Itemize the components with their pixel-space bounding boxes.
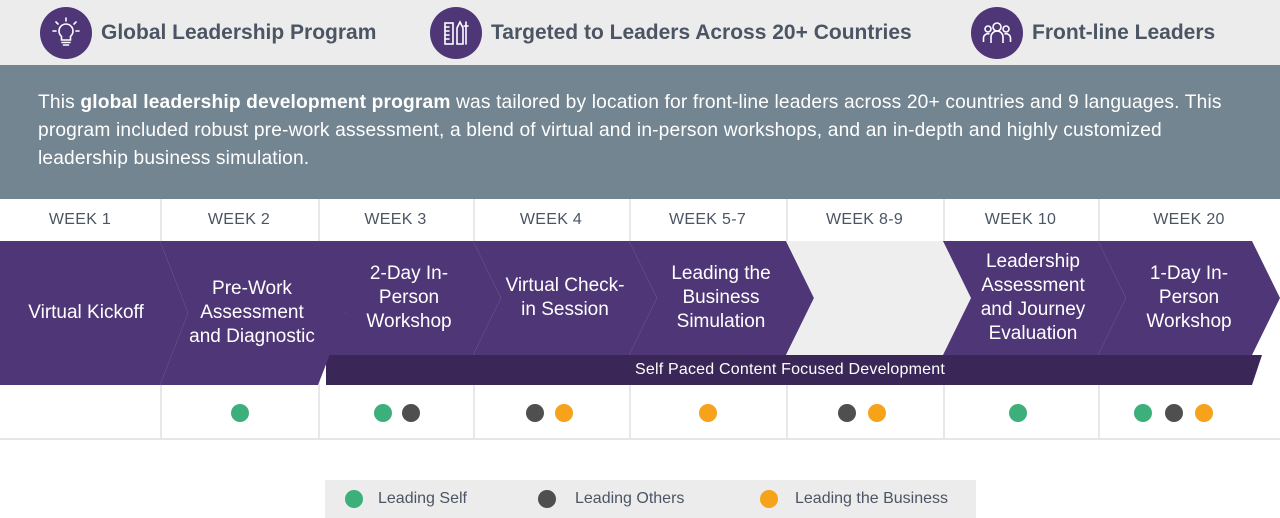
header-label-program: Global Leadership Program — [101, 20, 377, 44]
week-label: WEEK 2 — [207, 211, 271, 228]
week-label: WEEK 8-9 — [825, 211, 904, 228]
people-group-icon — [971, 6, 1023, 59]
step-label: Leadership Assessment and Journey Evalua… — [980, 251, 1086, 344]
program-description: This global leadership development progr… — [0, 65, 1280, 199]
week-label: WEEK 3 — [364, 211, 427, 228]
tools-icon — [430, 6, 482, 59]
focus-dots-row — [0, 386, 1280, 440]
leading-business-dot — [699, 404, 717, 422]
step-chevron-1 — [0, 241, 188, 385]
header-item-targeted: Targeted to Leaders Across 20+ Countries — [430, 0, 912, 65]
step-label: Virtual Kickoff — [28, 302, 144, 323]
header-label-targeted: Targeted to Leaders Across 20+ Countries — [491, 20, 912, 44]
timeline-shapes — [0, 241, 1280, 385]
self-paced-bar-shape — [326, 355, 1262, 385]
week-label: WEEK 10 — [984, 211, 1057, 228]
legend: Leading Self Leading Others Leading the … — [325, 480, 976, 518]
leading-self-dot — [1134, 404, 1152, 422]
legend-others-label: Leading Others — [575, 490, 685, 507]
step-chevron-3 — [318, 241, 501, 355]
leading-others-dot — [402, 404, 420, 422]
leading-self-dot — [1009, 404, 1027, 422]
legend-business-dot — [760, 490, 778, 508]
legend-others-dot — [538, 490, 556, 508]
leading-business-dot — [1195, 404, 1213, 422]
step-label: 2-Day In-Person Workshop — [366, 263, 452, 332]
step-chevron-8 — [1098, 241, 1280, 355]
legend-business-label: Leading the Business — [795, 490, 948, 507]
week-label: WEEK 4 — [519, 211, 583, 228]
step-chevron-2 — [160, 241, 346, 385]
week-label: WEEK 5-7 — [668, 211, 747, 228]
header-label-audience: Front-line Leaders — [1032, 20, 1216, 44]
leading-others-dot — [526, 404, 544, 422]
self-paced-bar-label: Self Paced Content Focused Development — [635, 361, 945, 378]
description-text: This global leadership development progr… — [38, 92, 1222, 169]
step-label: Pre-Work Assessment and Diagnostic — [189, 278, 315, 347]
leading-others-dot — [1165, 404, 1183, 422]
step-label — [813, 241, 943, 355]
step-chevron-6-empty — [786, 241, 971, 355]
step-chevron-5 — [629, 241, 814, 355]
step-label: Leading the Business Simulation — [671, 263, 771, 332]
step-chevron-4 — [473, 241, 657, 355]
step-chevron-7 — [943, 241, 1126, 355]
header-item-audience: Front-line Leaders — [971, 0, 1215, 65]
step-label: Virtual Check-in Session — [505, 275, 625, 320]
legend-self-dot — [345, 490, 363, 508]
program-timeline: Virtual Kickoff Pre-Work Assessment and … — [0, 241, 1280, 386]
leading-business-dot — [868, 404, 886, 422]
leading-business-dot — [555, 404, 573, 422]
leading-others-dot — [838, 404, 856, 422]
week-label: WEEK 1 — [48, 211, 112, 228]
lightbulb-icon — [40, 6, 92, 59]
legend-self-label: Leading Self — [378, 490, 467, 507]
leading-self-dot — [231, 404, 249, 422]
header-item-program: Global Leadership Program — [40, 0, 376, 65]
description-bold: global leadership development program — [80, 92, 451, 113]
leading-self-dot — [374, 404, 392, 422]
program-header: Global Leadership Program Targeted to Le… — [0, 0, 1280, 65]
step-label: 1-Day In-Person Workshop — [1146, 263, 1232, 332]
week-label: WEEK 20 — [1153, 211, 1225, 228]
week-header-row: WEEK 1 WEEK 2 WEEK 3 WEEK 4 WEEK 5-7 WEE… — [0, 199, 1280, 241]
